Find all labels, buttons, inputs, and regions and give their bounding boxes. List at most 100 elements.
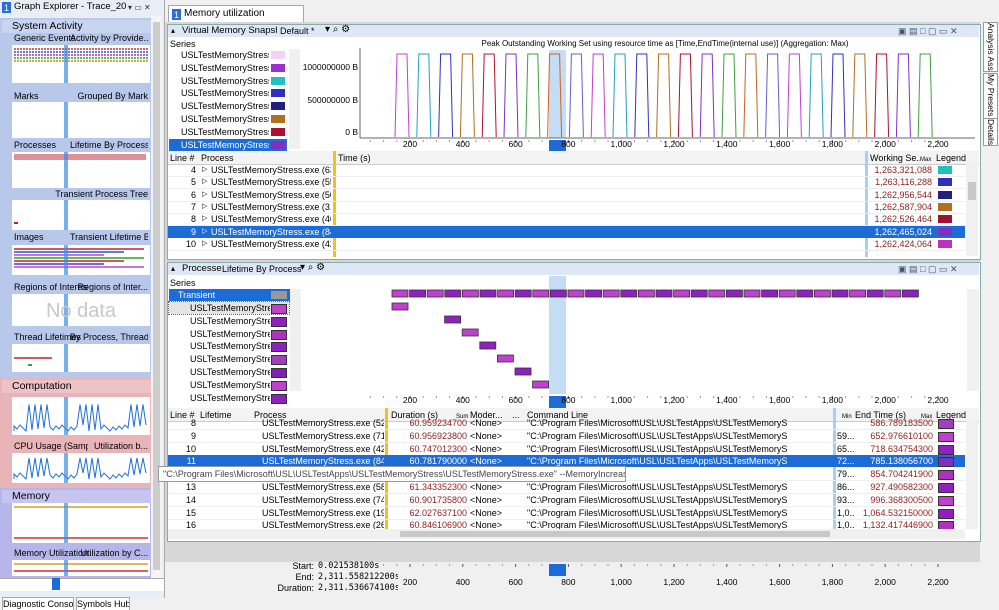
- group-header[interactable]: System Activity: [2, 20, 158, 33]
- col-header[interactable]: Duration (s): [391, 410, 439, 420]
- wave: [830, 53, 846, 138]
- collapse-icon: ▴: [171, 26, 176, 35]
- analysis-tab-title[interactable]: Memory utilization: [184, 8, 265, 19]
- graph-name[interactable]: Generic Events: [14, 33, 76, 43]
- table-row[interactable]: [168, 417, 965, 430]
- col-header[interactable]: Legend: [936, 410, 966, 420]
- side-tab[interactable]: Details: [983, 118, 998, 146]
- cell-command: "C:\Program Files\Microsoft\USL\USLTestA…: [527, 482, 788, 492]
- side-tab[interactable]: Analysis Assistant: [983, 22, 998, 72]
- graph-name[interactable]: Processes: [14, 140, 57, 150]
- col-header[interactable]: Lifetime: [200, 410, 232, 420]
- wave: [525, 53, 541, 138]
- series-name[interactable]: USLTestMemoryStre...: [190, 392, 270, 403]
- series-name[interactable]: USLTestMemoryStress...: [181, 101, 269, 112]
- preset-name[interactable]: Lifetime By Process *: [222, 264, 302, 274]
- wave: [590, 53, 606, 138]
- cell-command: "C:\Program Files\Microsoft\USL\USLTestA…: [527, 443, 788, 454]
- series-name[interactable]: USLTestMemoryStress...: [181, 75, 269, 86]
- col-header[interactable]: Command Line: [527, 410, 589, 420]
- lifetime-bar: [831, 289, 849, 298]
- table-row[interactable]: [168, 189, 965, 202]
- table-row[interactable]: [168, 481, 965, 494]
- x-tick-label: 2,000: [874, 395, 896, 405]
- side-tab[interactable]: My Presets: [983, 73, 998, 119]
- table-row[interactable]: [168, 176, 965, 190]
- graph-name[interactable]: Memory Utilization: [14, 548, 88, 558]
- x-tick-label: 1,000: [610, 139, 632, 149]
- graph-preset[interactable]: Lifetime By Process: [70, 140, 148, 150]
- graph-name[interactable]: Marks: [14, 91, 39, 101]
- table-row[interactable]: [168, 507, 965, 520]
- col-header[interactable]: End Time (s): [855, 410, 907, 420]
- table-row[interactable]: [168, 238, 965, 251]
- table-row[interactable]: [168, 455, 965, 468]
- lifetime-bar: [725, 289, 743, 298]
- col-header[interactable]: Process: [201, 153, 234, 163]
- x-tick-label: 1,600: [768, 395, 791, 405]
- graph-name[interactable]: CPU Usage (Sampled): [14, 441, 88, 451]
- graph-thumbnail: [12, 152, 150, 188]
- cell-start: 72...: [837, 456, 854, 467]
- cell-line: 11: [186, 456, 196, 467]
- series-name[interactable]: USLTestMemoryStre...: [190, 354, 270, 365]
- series-name[interactable]: USLTestMemoryStre...: [190, 328, 270, 339]
- table-row[interactable]: [168, 494, 965, 507]
- graph-name[interactable]: Thread Lifetimes: [14, 332, 82, 342]
- col-header[interactable]: Moder...: [470, 410, 503, 420]
- table-row[interactable]: [168, 201, 965, 214]
- bottom-tab[interactable]: Symbols Hub: [76, 597, 130, 610]
- series-name[interactable]: USLTestMemoryStress...: [181, 139, 269, 150]
- col-header[interactable]: Process: [254, 410, 287, 420]
- series-name[interactable]: USLTestMemoryStre...: [190, 303, 270, 313]
- graph-name[interactable]: Processes: [182, 263, 222, 274]
- graph-name[interactable]: Images: [14, 232, 44, 242]
- col-header[interactable]: Legend: [936, 153, 966, 163]
- series-name[interactable]: USLTestMemoryStress...: [181, 88, 269, 99]
- series-name[interactable]: USLTestMemoryStress...: [181, 62, 269, 73]
- graph-preset[interactable]: Regions of Inter...: [77, 282, 148, 292]
- series-name[interactable]: USLTestMemoryStre...: [190, 315, 270, 326]
- table-row[interactable]: [168, 164, 965, 177]
- series-row[interactable]: [168, 301, 290, 315]
- series-name[interactable]: USLTestMemoryStre...: [190, 367, 270, 377]
- x-tick-label: 1,200: [663, 395, 685, 405]
- graph-preset[interactable]: Grouped By Mark: [77, 91, 148, 101]
- graph-preset[interactable]: Transient Lifetime By Process...: [70, 232, 148, 242]
- preset-name[interactable]: Default *: [280, 26, 315, 36]
- table-row[interactable]: [168, 443, 965, 456]
- series-name[interactable]: USLTestMemoryStress...: [181, 50, 269, 60]
- graph-preset[interactable]: Activity by Provide...: [70, 33, 148, 43]
- group-header[interactable]: Memory: [2, 490, 158, 503]
- graph-name[interactable]: Regions of Interest: [14, 282, 88, 292]
- col-header[interactable]: Time (s): [338, 153, 371, 163]
- chart-plot: [391, 276, 919, 394]
- series-row[interactable]: [169, 138, 287, 151]
- x-tick-label: 2,000: [874, 139, 896, 149]
- cell-end: 996.368300500: [870, 494, 933, 505]
- table-row[interactable]: [168, 225, 965, 238]
- graph-preset[interactable]: By Process, Thread: [70, 332, 148, 342]
- series-name[interactable]: USLTestMemoryStre...: [190, 379, 270, 390]
- graph-preset[interactable]: Transient Process Tree: [55, 189, 148, 199]
- col-header[interactable]: Line #: [170, 410, 195, 420]
- group-header[interactable]: Computation: [2, 380, 158, 393]
- graph-preset[interactable]: Utilization by C...: [80, 548, 148, 558]
- bottom-tab[interactable]: Diagnostic Console: [2, 597, 74, 610]
- series-name[interactable]: USLTestMemoryStre...: [190, 341, 270, 352]
- graph-preset[interactable]: Utilization b...: [93, 441, 148, 451]
- series-name[interactable]: USLTestMemoryStress...: [181, 126, 269, 137]
- series-swatch: [271, 63, 285, 72]
- graph-name[interactable]: Virtual Memory Snapshots: [182, 25, 277, 36]
- timeline-value: 2,311.558212200s: [318, 572, 398, 582]
- col-header[interactable]: ...: [512, 410, 520, 420]
- series-name[interactable]: USLTestMemoryStress...: [181, 114, 269, 124]
- legend-swatch: [938, 483, 954, 493]
- col-header[interactable]: Working Se...: [870, 153, 920, 163]
- lifetime-bar: [866, 289, 884, 298]
- col-header[interactable]: Line #: [170, 153, 195, 163]
- table-row[interactable]: [168, 430, 965, 443]
- group-row[interactable]: [169, 289, 299, 301]
- lifetime-bar: [532, 380, 550, 389]
- group-name[interactable]: Transient: [178, 290, 216, 300]
